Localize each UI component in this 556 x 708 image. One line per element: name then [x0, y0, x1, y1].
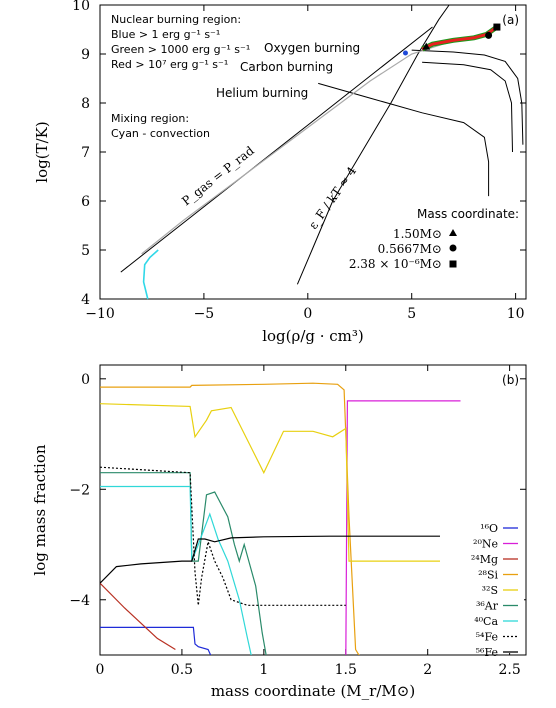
- series-line-4: [100, 403, 461, 562]
- mixing-cyan-note: Cyan - convection: [111, 127, 210, 140]
- panel-b-xtick-label: 2: [423, 662, 432, 678]
- series-line-0: [100, 626, 212, 655]
- mass-label-2: 0.5667M⊙: [378, 242, 442, 256]
- panel-a-ytick-label: 10: [72, 0, 90, 14]
- series-line-5: [100, 472, 267, 655]
- oxygen-burning-curve: [411, 49, 524, 145]
- burning-blue-note: Blue > 1 erg g⁻¹ s⁻¹: [111, 28, 220, 41]
- helium-burning-label: Helium burning: [216, 86, 308, 100]
- series-line-6: [100, 485, 252, 655]
- profile-burning-blue: [402, 50, 408, 56]
- panel-a-label: (a): [502, 13, 519, 27]
- panel-b-xlabel: mass coordinate (M_r/M⊙): [211, 682, 415, 700]
- circle-marker: [485, 31, 493, 39]
- panel-a-ylabel: log(T/K): [33, 121, 51, 182]
- mixing-region-title: Mixing region:: [111, 112, 189, 125]
- legend-background: [440, 516, 524, 653]
- series-line-2: [100, 582, 176, 651]
- panel-b-ylabel: log mass fraction: [31, 444, 49, 575]
- legend-entry-8: ⁵⁶Fe: [476, 646, 498, 659]
- burning-red-note: Red > 10⁷ erg g⁻¹ s⁻¹: [111, 58, 228, 71]
- panel-b-ytick-label: 0: [81, 372, 90, 388]
- panel-a-xtick-label: 0: [303, 306, 312, 322]
- square-marker: [493, 23, 501, 31]
- oxygen-burning-label: Oxygen burning: [264, 41, 360, 55]
- series-line-7: [100, 466, 346, 606]
- legend-entry-1: ²⁰Ne: [473, 538, 498, 551]
- panel-b-label: (b): [502, 373, 519, 387]
- carbon-burning-label: Carbon burning: [240, 60, 333, 74]
- legend-entry-2: ²⁴Mg: [471, 553, 498, 566]
- helium-burning-curve: [318, 82, 490, 197]
- panel-a-ytick-label: 5: [81, 243, 90, 259]
- panel-b-ytick-label: −4: [69, 593, 90, 609]
- panel-a-ytick-label: 8: [81, 96, 90, 112]
- panel-b-frame: [99, 364, 527, 656]
- panel-b-xtick-label: 1: [259, 662, 268, 678]
- mass-coordinate-title: Mass coordinate:: [417, 207, 519, 221]
- series-line-3: [100, 382, 360, 655]
- pgas-line: [120, 26, 433, 273]
- panel-a-xlabel: log(ρ/g · cm³): [262, 327, 364, 345]
- profile-convection: [142, 249, 159, 300]
- legend-entry-6: ⁴⁰Ca: [474, 615, 498, 628]
- pgas-line-label: P_gas = P_rad: [179, 143, 257, 208]
- panel-a-ytick-label: 4: [81, 292, 90, 308]
- series-line-8: [100, 535, 461, 584]
- panel-b-xtick-label: 0.5: [171, 662, 193, 678]
- panel-a-xtick-label: −10: [85, 306, 115, 322]
- burning-green-note: Green > 1000 erg g⁻¹ s⁻¹: [111, 43, 250, 56]
- panel-b-xtick-label: 1.5: [335, 662, 357, 678]
- legend-entry-4: ³²S: [482, 584, 498, 597]
- square-marker-legend: [449, 260, 457, 268]
- legend-entry-5: ³⁶Ar: [476, 600, 499, 613]
- panel-a-xtick-label: 5: [407, 306, 416, 322]
- panel-a-xtick-label: 10: [507, 306, 525, 322]
- burning-region-title: Nuclear burning region:: [111, 13, 241, 26]
- triangle-marker: [422, 42, 431, 50]
- mass-label-3: 2.38 × 10⁻⁶M⊙: [349, 257, 442, 271]
- series-line-1: [345, 400, 461, 655]
- panel-a: −10 −5 0 5 10 4 5 6 7 8 9 10 (a) Nuclear burning re…: [33, 0, 527, 345]
- carbon-burning-curve: [422, 61, 513, 153]
- panel-b-xtick-label: 0: [96, 662, 105, 678]
- panel-b-xtick-label: 2.5: [498, 662, 520, 678]
- mass-label-1: 1.50M⊙: [393, 227, 442, 241]
- legend-entry-0: ¹⁶O: [480, 522, 498, 535]
- panel-a-ytick-label: 6: [81, 194, 90, 210]
- panel-a-xtick-label: −5: [194, 306, 215, 322]
- legend-entry-3: ²⁸Si: [478, 569, 498, 582]
- panel-a-ytick-label: 7: [81, 145, 90, 161]
- panel-a-ytick-label: 9: [81, 47, 90, 63]
- legend-entry-7: ⁵⁴Fe: [476, 631, 498, 644]
- panel-b-ytick-label: −2: [69, 482, 90, 498]
- circle-marker-legend: [449, 244, 457, 252]
- panel-b: 0 0.5 1 1.5 2 2.5 0 −2 −4 ¹⁶O ²⁰Ne ²⁴Mg ²⁸Si ³²S ³⁶Ar…: [31, 364, 527, 700]
- triangle-marker-legend: [449, 229, 457, 236]
- degeneracy-line: [296, 4, 450, 285]
- degeneracy-line-label: ε_F / kT ≈ 4: [306, 164, 359, 232]
